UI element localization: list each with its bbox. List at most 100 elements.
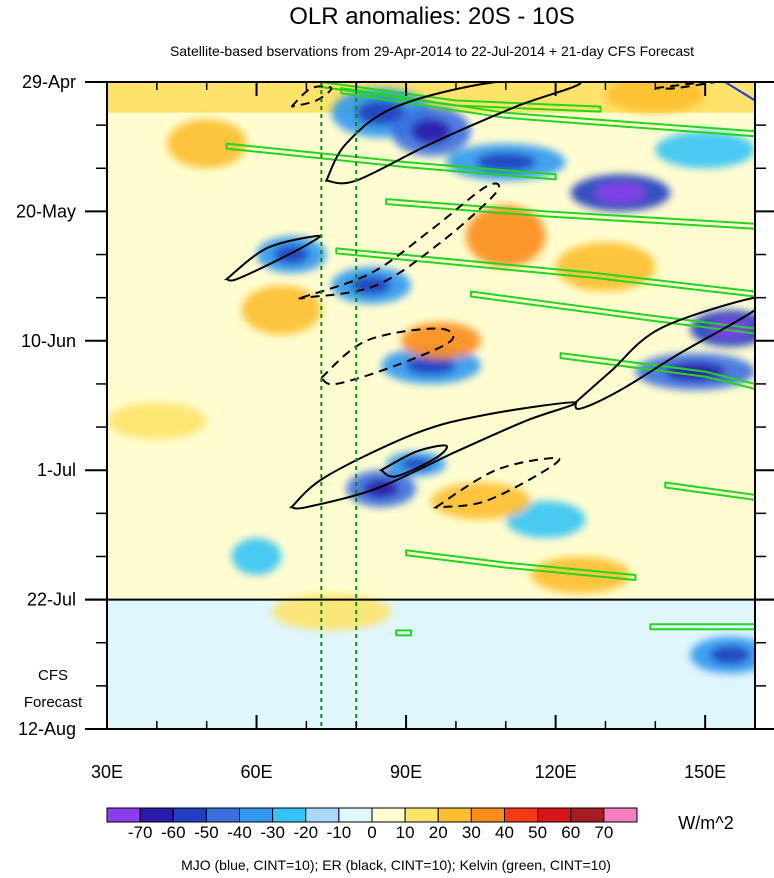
colorbar-swatch bbox=[239, 807, 274, 823]
mjo-contour bbox=[724, 82, 755, 102]
anomaly-patch bbox=[231, 537, 282, 575]
er-contour-negative bbox=[319, 327, 455, 386]
anomaly-core bbox=[273, 245, 309, 264]
plot-frame bbox=[106, 81, 756, 730]
chart-subtitle: Satellite-based bservations from 29-Apr-… bbox=[170, 43, 694, 59]
anomaly-patch bbox=[655, 131, 755, 169]
kelvin-contour bbox=[335, 247, 755, 298]
er-contour-positive bbox=[574, 296, 755, 410]
anomaly-core bbox=[475, 152, 536, 172]
colorbar-label: 50 bbox=[528, 823, 547, 842]
kelvin-contour bbox=[340, 87, 755, 138]
kelvin-contour bbox=[395, 629, 413, 637]
colorbar-swatch bbox=[272, 807, 307, 823]
anomaly-patch bbox=[605, 82, 706, 113]
y-tick-label: 29-Apr bbox=[22, 72, 76, 92]
colorbar-label: 30 bbox=[462, 823, 481, 842]
y-tick-label: 22-Jul bbox=[27, 590, 76, 610]
er-contours bbox=[223, 82, 755, 510]
colorbar-swatch bbox=[305, 807, 340, 823]
colorbar-label: -60 bbox=[161, 823, 186, 842]
colorbar-label: -70 bbox=[128, 823, 153, 842]
kelvin-contours bbox=[225, 82, 755, 637]
colorbar-label: -30 bbox=[260, 823, 285, 842]
reference-lines bbox=[320, 82, 358, 729]
kelvin-contour bbox=[225, 142, 557, 181]
kelvin-contour bbox=[664, 481, 755, 501]
colorbar: -70 -60 -50 -40 -30 -20 -10 0 10 20 30 40 50 60 70 bbox=[106, 807, 638, 842]
forecast-label-line1: CFS bbox=[38, 667, 68, 684]
colorbar-swatch bbox=[504, 807, 539, 823]
y-tick-label: 1-Jul bbox=[37, 460, 76, 480]
plot-area bbox=[107, 82, 755, 729]
kelvin-contour bbox=[405, 549, 637, 581]
er-contour-negative bbox=[655, 82, 718, 90]
colorbar-label: -40 bbox=[227, 823, 252, 842]
colorbar-swatch bbox=[172, 807, 207, 823]
anomaly-patch bbox=[107, 402, 207, 440]
er-contour-positive bbox=[324, 82, 582, 185]
colorbar-label: 10 bbox=[396, 823, 415, 842]
colorbar-label: 40 bbox=[495, 823, 514, 842]
anomaly-core bbox=[595, 183, 646, 203]
x-axis: 30E 60E 90E 120E 150E bbox=[91, 82, 726, 782]
mean-field-band bbox=[107, 599, 755, 729]
colorbar-label: 60 bbox=[561, 823, 580, 842]
anomaly-patch bbox=[555, 242, 656, 292]
kelvin-contour bbox=[559, 352, 755, 390]
colorbar-label: -50 bbox=[194, 823, 219, 842]
anomaly-patch bbox=[505, 501, 586, 538]
er-contour-negative bbox=[287, 85, 333, 109]
y-tick-label: 20-May bbox=[16, 201, 76, 221]
x-tick-label: 120E bbox=[535, 762, 577, 782]
x-tick-label: 90E bbox=[390, 762, 422, 782]
er-contour-negative bbox=[298, 182, 500, 300]
x-tick-label: 60E bbox=[241, 762, 273, 782]
anomaly-patch bbox=[271, 593, 392, 631]
colorbar-label: -10 bbox=[327, 823, 352, 842]
colorbar-swatch bbox=[537, 807, 572, 823]
colorbar-label: -20 bbox=[293, 823, 318, 842]
er-contour-positive bbox=[223, 234, 321, 282]
kelvin-contour bbox=[649, 623, 755, 631]
colorbar-swatch bbox=[139, 807, 174, 823]
colorbar-swatch bbox=[603, 807, 638, 823]
anomaly-patch bbox=[465, 205, 546, 267]
forecast-label-line2: Forecast bbox=[24, 694, 83, 711]
x-tick-label: 150E bbox=[684, 762, 726, 782]
kelvin-contour bbox=[469, 290, 755, 335]
legend-footer: MJO (blue, CINT=10); ER (black, CINT=10)… bbox=[181, 857, 611, 873]
colorbar-swatch bbox=[570, 807, 605, 823]
colorbar-swatch bbox=[338, 807, 373, 823]
colorbar-label: 20 bbox=[429, 823, 448, 842]
x-tick-label: 30E bbox=[91, 762, 123, 782]
anomaly-core bbox=[406, 356, 456, 375]
colorbar-swatch bbox=[437, 807, 472, 823]
anomaly-core bbox=[710, 645, 751, 665]
chart-title: OLR anomalies: 20S - 10S bbox=[289, 3, 574, 30]
y-axis: 29-Apr 20-May 10-Jun 1-Jul 22-Jul 12-Aug bbox=[16, 72, 774, 739]
colorbar-swatch bbox=[106, 807, 141, 823]
anomaly-patch bbox=[166, 118, 247, 169]
colorbar-units: W/m^2 bbox=[678, 813, 733, 833]
er-contour-positive bbox=[378, 444, 448, 478]
anomaly-patch bbox=[401, 322, 481, 360]
er-contour-negative bbox=[432, 456, 561, 509]
kelvin-contour bbox=[385, 198, 755, 230]
anomaly-patch bbox=[241, 285, 322, 335]
y-tick-label: 12-Aug bbox=[18, 719, 76, 739]
er-contour-positive bbox=[288, 401, 578, 510]
mjo-contours bbox=[724, 82, 755, 102]
anomaly-core bbox=[665, 362, 726, 381]
colorbar-label: 70 bbox=[594, 823, 613, 842]
anomaly-core bbox=[411, 118, 451, 144]
colorbar-swatch bbox=[404, 807, 439, 823]
anomaly-layer bbox=[107, 82, 755, 674]
mean-field-layer bbox=[107, 82, 755, 729]
colorbar-swatch bbox=[371, 807, 406, 823]
y-tick-label: 10-Jun bbox=[21, 331, 76, 351]
colorbar-swatch bbox=[205, 807, 240, 823]
colorbar-label: 0 bbox=[367, 823, 376, 842]
colorbar-swatch bbox=[470, 807, 505, 823]
